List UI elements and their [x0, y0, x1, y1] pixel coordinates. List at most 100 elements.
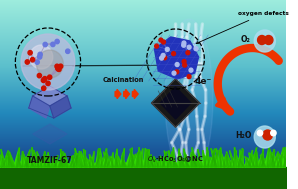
Circle shape: [160, 56, 164, 60]
Circle shape: [182, 41, 186, 45]
Bar: [0, 115, 286, 116]
Bar: [0, 48, 286, 49]
Polygon shape: [220, 149, 227, 167]
Polygon shape: [122, 157, 125, 167]
Polygon shape: [172, 152, 176, 167]
Polygon shape: [23, 153, 30, 167]
Bar: [0, 40, 286, 41]
Polygon shape: [89, 154, 96, 167]
Bar: [0, 13, 286, 14]
Polygon shape: [37, 159, 39, 167]
Bar: [0, 183, 286, 184]
Polygon shape: [48, 152, 49, 167]
Bar: [0, 60, 286, 61]
Bar: [0, 75, 286, 76]
Polygon shape: [44, 155, 46, 167]
Bar: [0, 107, 286, 108]
Circle shape: [38, 52, 42, 57]
Polygon shape: [223, 155, 226, 167]
Polygon shape: [198, 149, 203, 167]
Polygon shape: [0, 154, 1, 167]
Polygon shape: [212, 149, 215, 167]
Bar: [0, 157, 286, 158]
Polygon shape: [253, 152, 258, 167]
Polygon shape: [87, 159, 91, 167]
Polygon shape: [184, 149, 189, 167]
Polygon shape: [286, 150, 290, 167]
Polygon shape: [148, 156, 154, 167]
Text: TAMZIF-67: TAMZIF-67: [27, 156, 73, 165]
Polygon shape: [56, 157, 61, 167]
Polygon shape: [109, 152, 113, 167]
Polygon shape: [122, 159, 127, 167]
Circle shape: [55, 39, 59, 44]
Polygon shape: [103, 152, 109, 167]
Polygon shape: [114, 149, 118, 167]
Polygon shape: [270, 151, 275, 167]
Polygon shape: [272, 152, 278, 167]
Polygon shape: [61, 157, 62, 167]
Polygon shape: [32, 147, 36, 167]
Polygon shape: [158, 158, 162, 167]
Ellipse shape: [165, 19, 213, 179]
Bar: [0, 150, 286, 151]
Polygon shape: [259, 151, 263, 167]
Polygon shape: [207, 147, 209, 167]
Polygon shape: [78, 153, 82, 167]
Polygon shape: [122, 159, 128, 167]
Polygon shape: [192, 158, 198, 167]
Bar: [0, 166, 286, 167]
FancyArrow shape: [115, 90, 121, 98]
Bar: [0, 53, 286, 54]
Bar: [0, 68, 286, 69]
Bar: [0, 165, 286, 166]
Bar: [0, 4, 286, 5]
Bar: [0, 185, 286, 186]
Polygon shape: [58, 151, 63, 167]
Polygon shape: [37, 152, 43, 167]
Polygon shape: [82, 150, 86, 167]
Polygon shape: [260, 155, 266, 167]
Circle shape: [21, 34, 75, 90]
Polygon shape: [170, 155, 177, 167]
Polygon shape: [131, 154, 136, 167]
Bar: [0, 177, 286, 178]
Polygon shape: [53, 156, 58, 167]
Polygon shape: [173, 158, 178, 167]
Bar: [0, 58, 286, 59]
Circle shape: [182, 43, 186, 47]
Polygon shape: [220, 149, 226, 167]
Polygon shape: [179, 149, 180, 167]
Bar: [0, 27, 286, 28]
Polygon shape: [245, 156, 252, 167]
Polygon shape: [0, 152, 1, 167]
Bar: [0, 39, 286, 40]
Polygon shape: [32, 155, 33, 167]
Polygon shape: [271, 149, 274, 167]
Bar: [0, 118, 286, 119]
Bar: [0, 148, 286, 149]
Bar: [0, 33, 286, 34]
Polygon shape: [148, 156, 155, 167]
Bar: [0, 135, 286, 136]
Polygon shape: [249, 154, 253, 167]
Bar: [0, 175, 286, 176]
Bar: [0, 77, 286, 78]
Polygon shape: [122, 157, 126, 167]
Bar: [0, 119, 286, 120]
Polygon shape: [171, 148, 175, 167]
Circle shape: [257, 36, 266, 44]
Bar: [0, 49, 286, 50]
Polygon shape: [247, 150, 253, 167]
Polygon shape: [193, 153, 195, 167]
Bar: [0, 35, 286, 36]
Polygon shape: [91, 151, 94, 167]
Polygon shape: [229, 158, 232, 167]
Polygon shape: [106, 151, 110, 167]
Bar: [0, 121, 286, 122]
Polygon shape: [172, 152, 175, 167]
Bar: [0, 80, 286, 81]
Polygon shape: [239, 150, 243, 167]
Polygon shape: [60, 149, 65, 167]
Polygon shape: [225, 153, 227, 167]
